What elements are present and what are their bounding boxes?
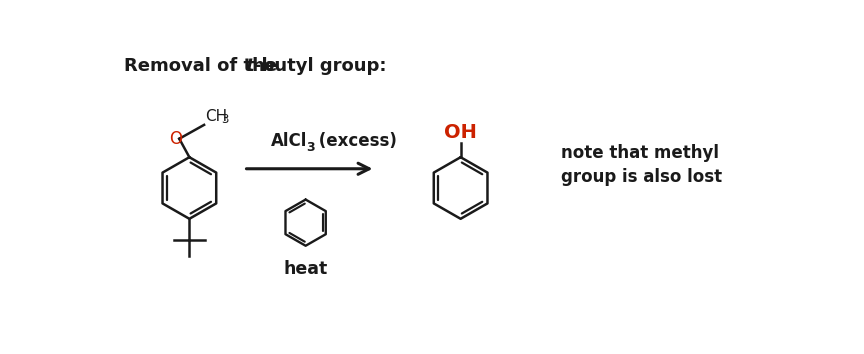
- Text: 3: 3: [221, 113, 229, 126]
- Text: 3: 3: [306, 141, 314, 154]
- Text: O: O: [169, 130, 182, 148]
- Text: heat: heat: [283, 260, 327, 278]
- Text: -butyl group:: -butyl group:: [254, 57, 386, 75]
- Text: note that methyl
group is also lost: note that methyl group is also lost: [562, 144, 722, 186]
- Text: OH: OH: [444, 123, 477, 142]
- Text: AlCl: AlCl: [270, 131, 307, 149]
- Text: CH: CH: [205, 109, 227, 124]
- Text: (excess): (excess): [314, 131, 397, 149]
- Text: t: t: [245, 57, 253, 75]
- Text: Removal of the: Removal of the: [124, 57, 283, 75]
